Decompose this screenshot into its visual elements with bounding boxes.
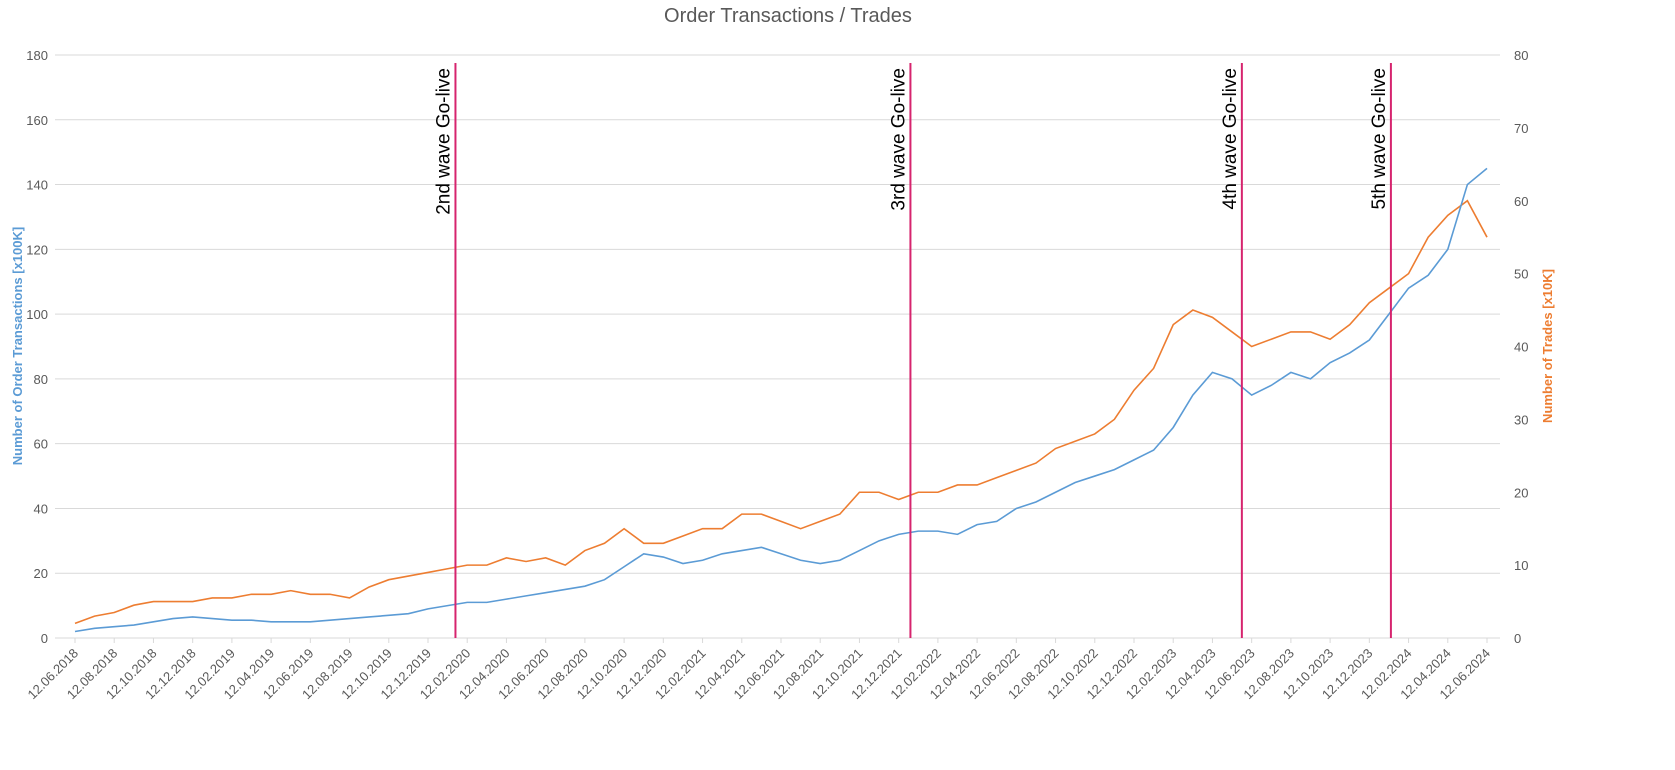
y-tick-label: 20	[34, 566, 48, 581]
y-tick-label: 120	[26, 242, 48, 257]
y-tick-label: 40	[34, 501, 48, 516]
annotation-label: 3rd wave Go-live	[888, 68, 909, 211]
annotation-label: 2nd wave Go-live	[433, 68, 454, 215]
annotation-label: 5th wave Go-live	[1369, 68, 1390, 210]
chart-title: Order Transactions / Trades	[664, 5, 912, 27]
y2-tick-label: 80	[1514, 48, 1528, 63]
y-tick-label: 140	[26, 178, 48, 193]
series-line	[74, 199, 1488, 625]
series-line	[74, 167, 1488, 633]
y-tick-label: 60	[34, 437, 48, 452]
y2-tick-label: 30	[1514, 412, 1528, 427]
y-tick-label: 100	[26, 307, 48, 322]
y2-tick-label: 0	[1514, 631, 1521, 646]
y-tick-label: 180	[26, 48, 48, 63]
y-axis-title: Number of Order Transactions [x100K]	[10, 227, 25, 465]
y2-tick-label: 60	[1514, 194, 1528, 209]
y2-tick-label: 10	[1514, 558, 1528, 573]
y2-axis-title: Number of Trades [x10K]	[1540, 269, 1555, 423]
y2-tick-label: 40	[1514, 340, 1528, 355]
annotation-label: 4th wave Go-live	[1220, 68, 1241, 210]
y2-tick-label: 50	[1514, 267, 1528, 282]
y2-tick-label: 70	[1514, 121, 1528, 136]
y2-tick-label: 20	[1514, 485, 1528, 500]
y-tick-label: 80	[34, 372, 48, 387]
y-tick-label: 160	[26, 113, 48, 128]
y-tick-label: 0	[41, 631, 48, 646]
